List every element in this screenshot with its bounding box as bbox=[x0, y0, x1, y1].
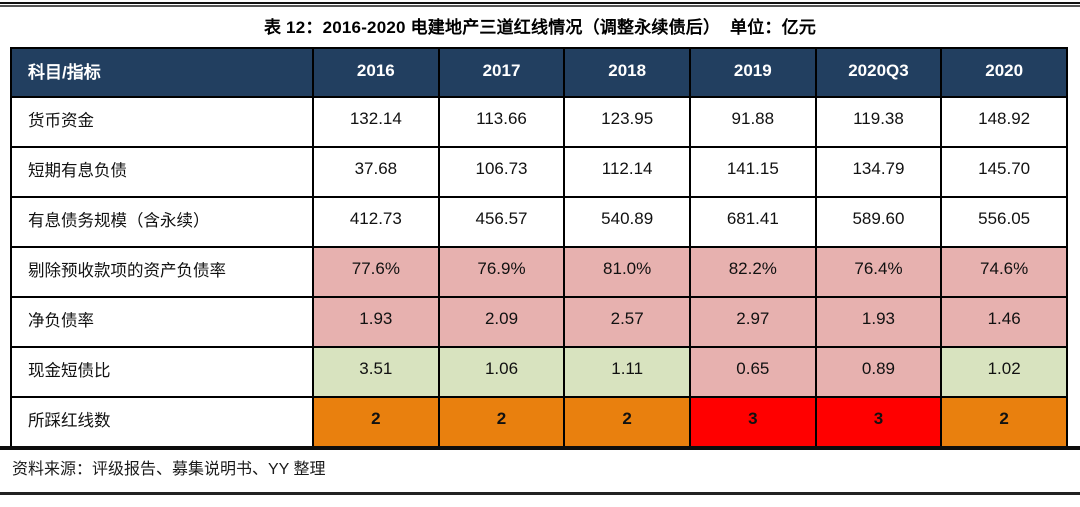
column-header-2019: 2019 bbox=[688, 47, 817, 98]
value-cell: 540.89 bbox=[563, 196, 691, 248]
table-row: 短期有息负债 37.68 106.73 112.14 141.15 134.79 145.7… bbox=[9, 146, 1068, 198]
value-cell: 2.09 bbox=[437, 296, 566, 348]
table-row: 现金短债比 3.51 1.06 1.11 0.65 0.89 1.02 bbox=[9, 346, 1068, 398]
value-cell: 589.60 bbox=[814, 196, 943, 248]
table-body: 货币资金 132.14 113.66 123.95 91.88 119.38 148.92 短… bbox=[9, 96, 1068, 448]
value-cell: 2 bbox=[940, 396, 1068, 448]
value-cell: 76.9% bbox=[437, 246, 566, 298]
row-label: 现金短债比 bbox=[9, 346, 315, 398]
value-cell: 2.97 bbox=[688, 296, 817, 348]
value-cell: 37.68 bbox=[312, 146, 440, 198]
column-header-2016: 2016 bbox=[312, 47, 440, 98]
value-cell: 82.2% bbox=[688, 246, 817, 298]
table-row: 所踩红线数 2 2 2 3 3 2 bbox=[9, 396, 1068, 448]
value-cell: 134.79 bbox=[814, 146, 943, 198]
value-cell: 456.57 bbox=[437, 196, 566, 248]
top-rule-line-secondary bbox=[0, 5, 1080, 7]
value-cell: 2.57 bbox=[563, 296, 691, 348]
value-cell: 1.06 bbox=[437, 346, 566, 398]
table-row: 剔除预收款项的资产负债率 77.6% 76.9% 81.0% 82.2% 76.4% 74.… bbox=[9, 246, 1068, 298]
value-cell: 74.6% bbox=[940, 246, 1068, 298]
value-cell: 1.02 bbox=[940, 346, 1068, 398]
column-header-2017: 2017 bbox=[437, 47, 566, 98]
value-cell: 106.73 bbox=[437, 146, 566, 198]
value-cell: 145.70 bbox=[940, 146, 1068, 198]
table-row: 有息债务规模（含永续） 412.73 456.57 540.89 681.41 589.6… bbox=[9, 196, 1068, 248]
value-cell: 556.05 bbox=[940, 196, 1068, 248]
column-header-2020: 2020 bbox=[940, 47, 1068, 98]
value-cell: 1.11 bbox=[563, 346, 691, 398]
value-cell: 1.93 bbox=[814, 296, 943, 348]
row-label: 净负债率 bbox=[9, 296, 315, 348]
row-label: 短期有息负债 bbox=[9, 146, 315, 198]
table-row: 货币资金 132.14 113.66 123.95 91.88 119.38 148.92 bbox=[9, 96, 1068, 148]
value-cell: 3 bbox=[814, 396, 943, 448]
value-cell: 3.51 bbox=[312, 346, 440, 398]
row-label: 货币资金 bbox=[9, 96, 315, 148]
value-cell: 0.89 bbox=[814, 346, 943, 398]
value-cell: 81.0% bbox=[563, 246, 691, 298]
value-cell: 0.65 bbox=[688, 346, 817, 398]
value-cell: 141.15 bbox=[688, 146, 817, 198]
bottom-rule bbox=[0, 492, 1080, 495]
table-row: 净负债率 1.93 2.09 2.57 2.97 1.93 1.46 bbox=[9, 296, 1068, 348]
value-cell: 119.38 bbox=[814, 96, 943, 148]
value-cell: 3 bbox=[688, 396, 817, 448]
value-cell: 2 bbox=[437, 396, 566, 448]
value-cell: 681.41 bbox=[688, 196, 817, 248]
row-label: 所踩红线数 bbox=[9, 396, 315, 448]
column-header-indicator: 科目/指标 bbox=[9, 47, 315, 98]
column-header-2020q3: 2020Q3 bbox=[814, 47, 943, 98]
value-cell: 76.4% bbox=[814, 246, 943, 298]
value-cell: 148.92 bbox=[940, 96, 1068, 148]
top-rule bbox=[0, 2, 1080, 7]
value-cell: 113.66 bbox=[437, 96, 566, 148]
row-label: 剔除预收款项的资产负债率 bbox=[9, 246, 315, 298]
value-cell: 412.73 bbox=[312, 196, 440, 248]
source-note: 资料来源：评级报告、募集说明书、YY 整理 bbox=[12, 460, 326, 478]
row-label: 有息债务规模（含永续） bbox=[9, 196, 315, 248]
table-header-row: 科目/指标 2016 2017 2018 2019 2020Q3 2020 bbox=[9, 47, 1068, 98]
column-header-2018: 2018 bbox=[563, 47, 691, 98]
value-cell: 123.95 bbox=[563, 96, 691, 148]
value-cell: 1.46 bbox=[940, 296, 1068, 348]
value-cell: 2 bbox=[312, 396, 440, 448]
value-cell: 2 bbox=[563, 396, 691, 448]
value-cell: 112.14 bbox=[563, 146, 691, 198]
three-red-lines-table: 科目/指标 2016 2017 2018 2019 2020Q3 2020 货币… bbox=[9, 47, 1068, 448]
value-cell: 1.93 bbox=[312, 296, 440, 348]
table-bottom-rule bbox=[0, 446, 1080, 450]
value-cell: 91.88 bbox=[688, 96, 817, 148]
table-title: 表 12：2016-2020 电建地产三道红线情况（调整永续债后） 单位：亿元 bbox=[263, 18, 817, 37]
top-rule-line bbox=[0, 2, 1080, 4]
value-cell: 132.14 bbox=[312, 96, 440, 148]
value-cell: 77.6% bbox=[312, 246, 440, 298]
